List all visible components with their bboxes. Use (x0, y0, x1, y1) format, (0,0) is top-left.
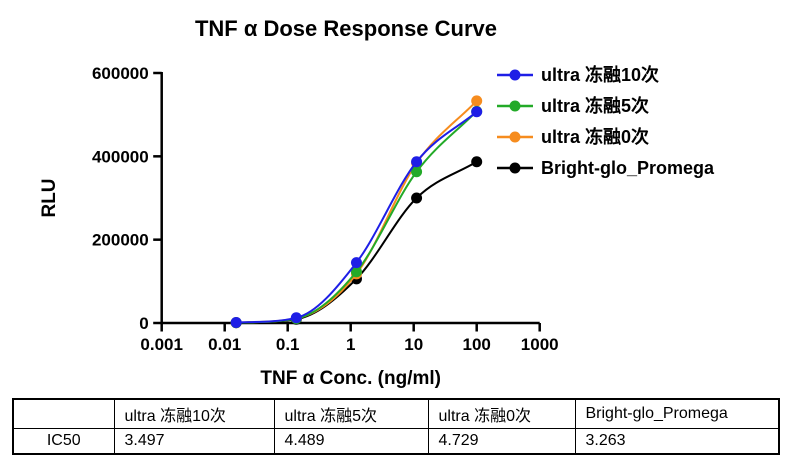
legend-item: ultra 冻融10次 (497, 64, 659, 85)
x-tick-label: 1000 (521, 335, 559, 354)
data-point-marker (230, 317, 242, 328)
ic50-value: 3.263 (574, 428, 780, 454)
x-tick-label: 0.01 (208, 335, 241, 354)
data-point-marker (350, 257, 362, 269)
series-curve (236, 100, 478, 324)
legend-item: ultra 冻融0次 (497, 126, 649, 147)
table-col-header: Bright-glo_Promega (574, 398, 780, 429)
x-tick-label: 10 (404, 335, 423, 354)
legend-marker-dot (509, 162, 521, 174)
legend-label: ultra 冻融0次 (541, 126, 649, 147)
legend-label: ultra 冻融10次 (541, 64, 659, 85)
series-ultra 冻融0次 (230, 95, 483, 329)
table-row-header: IC50 (12, 428, 115, 454)
table-col-header: ultra 冻融0次 (427, 398, 576, 429)
series-Bright-glo_Promega (230, 156, 483, 329)
series-curve (236, 110, 478, 324)
table-corner-cell (12, 398, 115, 429)
data-point-marker (411, 156, 423, 168)
series-curve (236, 110, 478, 324)
legend-label: Bright-glo_Promega (541, 158, 715, 178)
series-curve (236, 160, 478, 324)
data-point-marker (350, 266, 362, 278)
table-header-row: ultra 冻融10次 ultra 冻融5次 ultra 冻融0次 Bright… (12, 398, 780, 429)
data-point-marker (411, 166, 423, 178)
x-tick-label: 1 (346, 335, 355, 354)
legend-item: ultra 冻融5次 (497, 95, 649, 116)
table-col-header: ultra 冻融5次 (273, 398, 429, 429)
ic50-table: ultra 冻融10次 ultra 冻融5次 ultra 冻融0次 Bright… (12, 398, 780, 455)
y-tick-label: 600000 (92, 64, 149, 83)
legend-item: Bright-glo_Promega (497, 158, 715, 178)
y-tick-label: 0 (139, 314, 148, 333)
series-ultra 冻融10次 (230, 106, 483, 328)
data-point-marker (411, 192, 423, 204)
ic50-value: 4.489 (273, 428, 429, 454)
chart-title: TNF α Dose Response Curve (195, 16, 497, 41)
x-tick-label: 100 (463, 335, 491, 354)
data-point-marker (290, 312, 302, 324)
tick-labels: 0 200000 400000 600000 0.001 0.01 0.1 1 10 100 100… (92, 64, 559, 354)
data-point-marker (471, 106, 483, 118)
series-ultra 冻融5次 (230, 105, 483, 329)
legend-marker-dot (509, 100, 521, 112)
y-tick-label: 400000 (92, 147, 149, 166)
legend-marker-dot (509, 69, 521, 81)
ic50-value: 4.729 (427, 428, 576, 454)
x-axis-title: TNF α Conc. (ng/ml) (260, 368, 441, 389)
dose-response-plot: TNF α Dose Response Curve 0 200000 400000 60… (39, 16, 715, 389)
data-point-marker (471, 156, 483, 168)
ic50-value: 3.497 (113, 428, 275, 454)
table-ic50-row: IC50 3.497 4.489 4.729 3.263 (12, 428, 780, 454)
table-col-header: ultra 冻融10次 (113, 398, 275, 429)
data-point-marker (471, 95, 483, 107)
axes (153, 71, 541, 332)
y-axis-title: RLU (39, 178, 60, 217)
legend-label: ultra 冻融5次 (541, 95, 649, 116)
x-tick-label: 0.001 (140, 335, 183, 354)
legend: ultra 冻融10次 ultra 冻融5次 ultra 冻融0次 Bright-gl… (497, 64, 715, 178)
x-tick-label: 0.1 (276, 335, 300, 354)
legend-marker-dot (509, 131, 521, 143)
y-tick-label: 200000 (92, 231, 149, 250)
